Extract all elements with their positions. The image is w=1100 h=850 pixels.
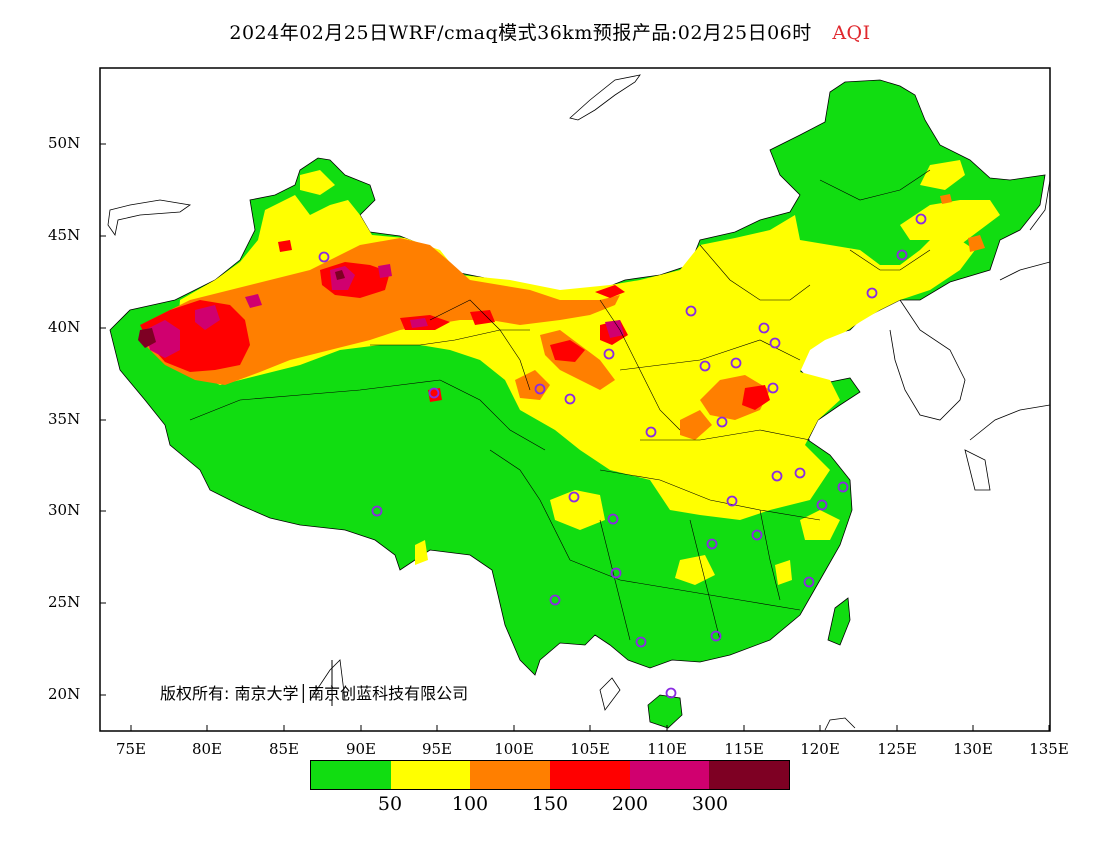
province-borders — [189, 169, 931, 641]
lon-label-120e: 120E — [800, 740, 840, 758]
legend-swatch-200-300 — [629, 761, 710, 789]
legend-label-100: 100 — [451, 793, 489, 815]
title-variable: AQI — [832, 22, 871, 44]
legend-label-50: 50 — [377, 793, 403, 815]
axis-ticks — [100, 143, 1050, 731]
legend-swatch-0-50 — [311, 761, 391, 789]
lon-label-95e: 95E — [421, 740, 453, 758]
lon-label-100e: 100E — [494, 740, 534, 758]
taiwan-island — [827, 597, 851, 646]
lon-label-80e: 80E — [191, 740, 223, 758]
neighbor-coastlines — [107, 74, 1050, 731]
lat-label-40n: 40N — [48, 318, 81, 336]
aqi-legend — [310, 760, 790, 790]
title-main: 2024年02月25日WRF/cmaq模式36km预报产品:02月25日06时 — [229, 22, 812, 44]
hainan-island — [647, 694, 683, 729]
lat-label-20n: 20N — [48, 685, 81, 703]
legend-swatch-300-plus — [709, 761, 790, 789]
lon-label-115e: 115E — [724, 740, 764, 758]
legend-swatch-50-100 — [390, 761, 471, 789]
lat-label-35n: 35N — [48, 410, 81, 428]
lon-label-105e: 105E — [570, 740, 610, 758]
lon-label-130e: 130E — [953, 740, 993, 758]
station-markers — [318, 213, 927, 699]
lon-label-75e: 75E — [115, 740, 147, 758]
map-frame — [99, 67, 1051, 732]
map-title: 2024年02月25日WRF/cmaq模式36km预报产品:02月25日06时 … — [0, 18, 1100, 45]
lat-label-45n: 45N — [48, 226, 81, 244]
lat-label-30n: 30N — [48, 501, 81, 519]
lon-label-85e: 85E — [268, 740, 300, 758]
legend-label-200: 200 — [611, 793, 649, 815]
legend-label-300: 300 — [691, 793, 729, 815]
legend-swatch-100-150 — [470, 761, 551, 789]
copyright-text: 版权所有: 南京大学│南京创蓝科技有限公司 — [160, 684, 469, 703]
lon-label-125e: 125E — [877, 740, 917, 758]
hazardous-areas — [138, 270, 345, 348]
legend-swatch-150-200 — [550, 761, 630, 789]
lon-label-135e: 135E — [1029, 740, 1069, 758]
lat-label-50n: 50N — [48, 134, 81, 152]
lon-label-90e: 90E — [345, 740, 377, 758]
lon-label-110e: 110E — [647, 740, 687, 758]
lat-label-25n: 25N — [48, 593, 81, 611]
usg-areas — [145, 194, 985, 440]
legend-label-150: 150 — [531, 793, 569, 815]
